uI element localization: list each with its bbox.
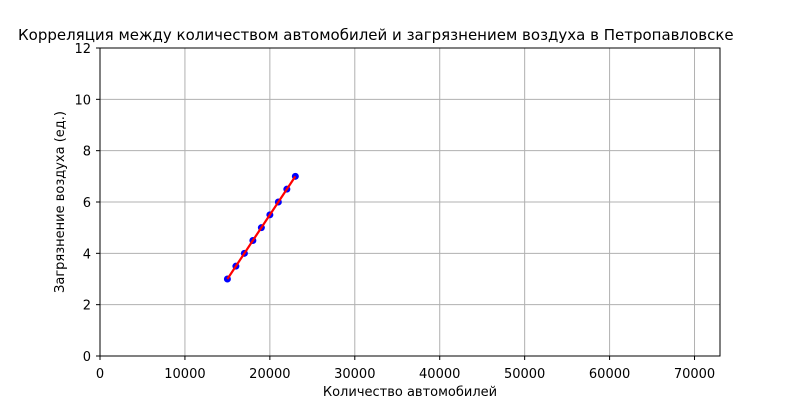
x-tick-label: 60000 [589,367,630,382]
x-tick-label: 70000 [674,367,715,382]
x-tick-label: 40000 [419,367,460,382]
x-tick-label: 20000 [249,367,290,382]
y-axis: 0 2 4 6 8 10 12 [74,42,100,365]
grid [99,47,720,357]
y-tick-label: 4 [83,247,91,262]
y-tick-label: 6 [83,196,91,211]
y-tick-label: 10 [74,93,91,108]
x-tick-label: 0 [96,367,104,382]
y-tick-label: 12 [74,42,91,57]
x-tick-label: 50000 [504,367,545,382]
x-tick-label: 30000 [334,367,375,382]
x-axis: 0 10000 20000 30000 40000 50000 60000 70000 [96,356,715,382]
plot-area [223,172,299,283]
y-tick-label: 0 [83,350,91,365]
chart-title: Корреляция между количеством автомобилей… [18,26,734,44]
y-tick-label: 2 [83,299,91,314]
x-axis-label: Количество автомобилей [323,385,497,400]
y-axis-label: Загрязнение воздуха (ед.) [53,111,68,293]
y-tick-label: 8 [83,145,91,160]
trend-line [226,175,297,280]
x-tick-label: 10000 [164,367,205,382]
